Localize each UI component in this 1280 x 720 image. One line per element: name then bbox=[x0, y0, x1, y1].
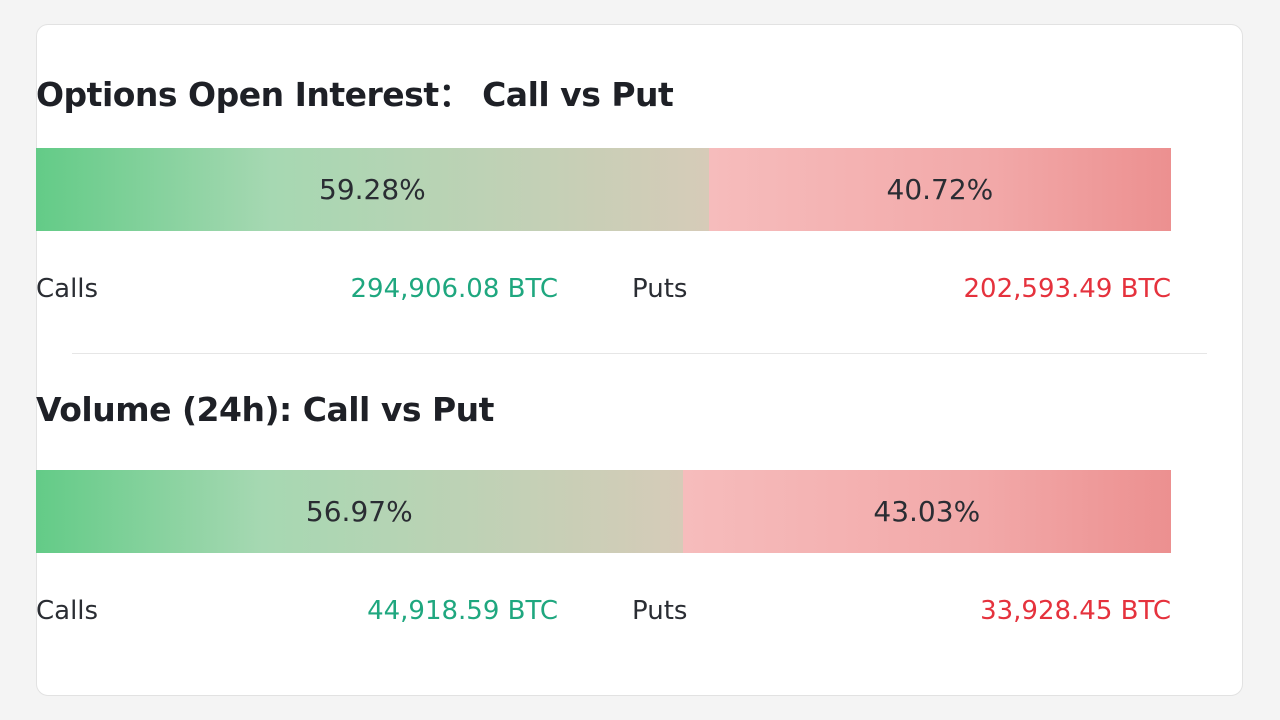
calls-value: 294,906.08 BTC bbox=[350, 274, 558, 304]
puts-value: 202,593.49 BTC bbox=[963, 274, 1171, 304]
calls-label: Calls bbox=[36, 274, 99, 304]
put-percent: 43.03% bbox=[873, 495, 981, 528]
calls-label: Calls bbox=[36, 596, 99, 626]
ratio-bar: 56.97% 43.03% bbox=[36, 470, 1171, 553]
call-bar: 56.97% bbox=[36, 470, 683, 553]
section-title: Volume (24h): Call vs Put bbox=[36, 390, 494, 429]
call-percent: 56.97% bbox=[305, 495, 413, 528]
put-bar: 40.72% bbox=[708, 148, 1171, 231]
section: Volume (24h): Call vs Put 56.97% 43.03% Cal… bbox=[36, 346, 1171, 646]
section: Options Open Interest： Call vs Put 59.28%… bbox=[36, 24, 1171, 324]
call-percent: 59.28% bbox=[319, 173, 426, 206]
card bbox=[36, 24, 1243, 696]
puts-label: Puts bbox=[632, 274, 688, 304]
divider bbox=[72, 353, 1207, 354]
puts-label: Puts bbox=[632, 596, 688, 626]
ratio-bar: 59.28% 40.72% bbox=[36, 148, 1171, 231]
puts-value: 33,928.45 BTC bbox=[980, 596, 1171, 626]
put-bar: 43.03% bbox=[682, 470, 1171, 553]
call-bar: 59.28% bbox=[36, 148, 709, 231]
section-title: Options Open Interest： Call vs Put bbox=[36, 75, 674, 114]
calls-value: 44,918.59 BTC bbox=[367, 596, 558, 626]
put-percent: 40.72% bbox=[886, 173, 994, 206]
